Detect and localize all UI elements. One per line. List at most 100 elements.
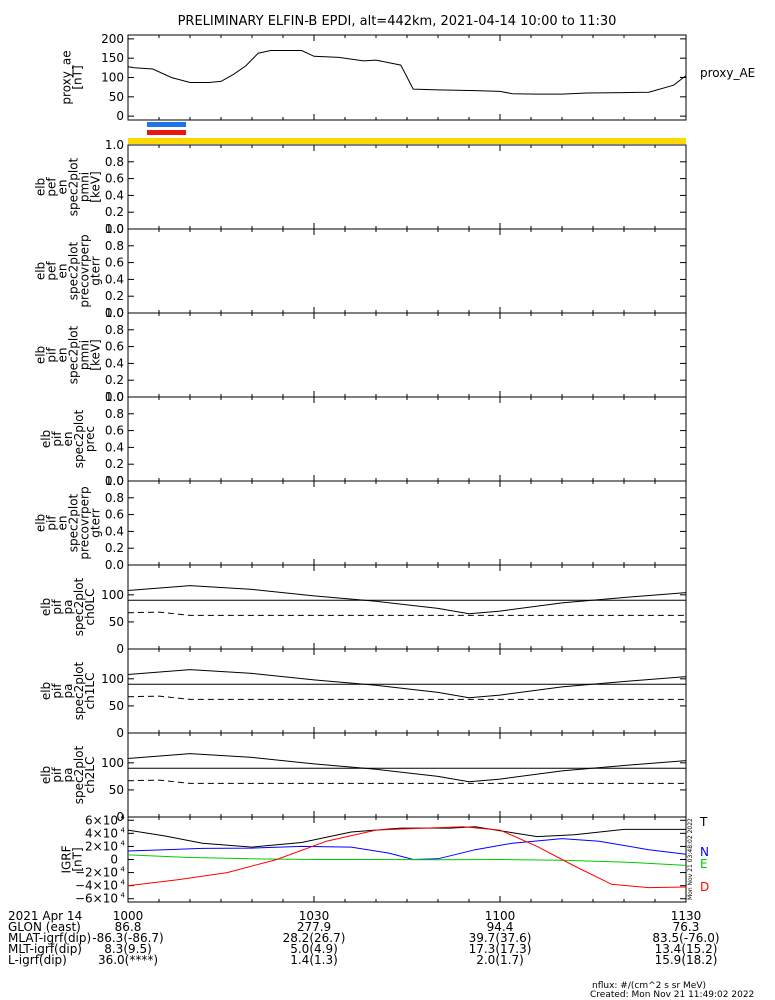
y-tick-label: 0.8 [105,239,124,253]
component-label-d: D [700,880,709,894]
series-n [127,838,687,861]
y-axis-label-line: spec2plot [72,577,86,636]
y-tick-label: −6×10 [75,892,118,906]
ephemeris-table: 2021 Apr 14 1000 1030 1100 1130 GLON (east) 86… [8,909,720,967]
igrf-component-labels: T NED [699,815,709,894]
y-tick-label: 0.6 [105,256,124,270]
y-axis-label-line: elb [34,262,48,280]
y-tick-label: 0 [116,109,124,123]
ae-legend-label: proxy_AE [700,66,755,80]
y-tick-exponent: 4 [121,866,126,874]
panel-frame [127,228,687,314]
y-tick-label: 100 [101,672,124,686]
y-axis-label-line: pif [50,683,64,699]
y-axis-label-line: spec2plot [67,325,81,384]
y-tick-label: 0.2 [105,373,124,387]
y-axis-label-line: prec [83,426,97,452]
y-tick-label: 1.0 [105,222,124,236]
time-tick-label: 1000 [113,909,144,923]
y-axis-label-line: spec2plot [72,409,86,468]
plot-title: PRELIMINARY ELFIN-B EPDI, alt=442km, 202… [178,14,617,29]
y-axis-label-line: [keV] [89,339,103,370]
ephemeris-value: 39.7(37.6) [469,931,532,945]
y-tick-label: 0.2 [105,541,124,555]
y-axis-label-line: elb [39,766,53,784]
y-tick-label: 100 [101,756,124,770]
y-tick-label: 0 [110,853,118,867]
y-axis-label-line: en [56,348,70,363]
ephemeris-value: 86.8 [115,920,142,934]
y-axis-label-line: spec2plot [67,493,81,552]
ephemeris-date: 2021 Apr 14 [8,909,82,923]
y-axis-label-line: spec2plot [72,661,86,720]
series-t [127,826,686,848]
y-axis-label-line: pa [61,768,75,783]
y-axis-label-line: pef [45,261,59,281]
y-axis-label-line: spec2plot [72,745,86,804]
time-tick-label: 1100 [485,909,516,923]
y-tick-exponent: 4 [121,826,126,834]
panel-frame [127,564,687,650]
y-tick-label: 0.6 [105,508,124,522]
panel-pif_pmni: 0.0 0.2 0.4 0.6 0.8 1.0 elbpifenspec2plotpmni[… [34,306,687,404]
y-tick-exponent: 4 [121,879,126,887]
y-axis-label-line: en [56,264,70,279]
y-tick-label: 0.8 [105,323,124,337]
ephemeris-value: 13.4(15.2) [655,942,718,956]
y-tick-label: −2×10 [75,866,118,880]
y-axis-label-line: precovrperp [78,234,92,307]
panel-igrf: −6×10 4−4×10 4−2×10 402×10 44×10 46×10 4IGRF[n… [60,813,687,906]
y-tick-label: −4×10 [75,879,118,893]
y-tick-label: 0.6 [105,172,124,186]
y-tick-label: 4×10 [85,826,118,840]
panel-pef_precovrperp: 0.0 0.2 0.4 0.6 0.8 1.0 elbpefenspec2plotpreco… [34,222,687,320]
ephemeris-row-label: GLON (east) [8,920,81,934]
y-tick-label: 50 [109,615,124,629]
ephemeris-value: -86.3(-86.7) [92,931,163,945]
panel-frame [127,732,687,818]
ephemeris-value: 5.0(4.9) [290,942,338,956]
series-proxy-ae [127,50,687,95]
ephemeris-value: 76.3 [673,920,700,934]
series-pa_ch1-line [127,695,686,700]
y-axis-label-line: elb [34,346,48,364]
y-axis-label-line: pif [45,515,59,531]
ephemeris-row-label: L-igrf(dip) [8,953,67,967]
y-axis-label-line: pef [45,177,59,197]
y-tick-label: 100 [101,71,124,85]
y-axis-label-line: pif [45,347,59,363]
footer-units: nflux: #/(cm^2 s sr MeV) [592,981,706,991]
ephemeris-value: 8.3(9.5) [104,942,152,956]
y-tick-label: 6×10 [85,813,118,827]
science-zone-bar-red [147,130,186,135]
side-timestamp: Mon Nov 21 03:48:02 2022 [687,818,694,900]
footer-created: Created: Mon Nov 21 11:49:02 2022 [590,990,754,1000]
time-tick-label: 1130 [671,909,702,923]
ephemeris-row-label: MLAT-igrf(dip) [8,931,91,945]
y-axis-label-line: ch2LC [83,757,97,794]
y-tick-label: 0.2 [105,289,124,303]
y-tick-label: 0 [116,726,124,740]
series-d [127,826,687,889]
y-tick-label: 0.8 [105,407,124,421]
y-tick-label: 0.0 [105,222,124,236]
panel-frame [127,396,687,482]
y-axis-label-line: pif [50,599,64,615]
y-axis-label-line: pa [61,684,75,699]
y-tick-label: 0.8 [105,491,124,505]
y-axis-label-line: [nT] [71,847,85,871]
y-axis-label-line: elb [39,682,53,700]
y-axis-label-line: gterr [89,256,103,285]
y-axis-label-line: pa [61,600,75,615]
y-tick-label: 0.6 [105,424,124,438]
y-tick-label: 0.0 [105,390,124,404]
y-tick-label: 1.0 [105,474,124,488]
y-axis-label-line: elb [34,514,48,532]
panel-frame [127,312,687,398]
y-tick-label: 50 [109,699,124,713]
component-label-n: N [700,845,709,859]
y-tick-label: 0.8 [105,155,124,169]
